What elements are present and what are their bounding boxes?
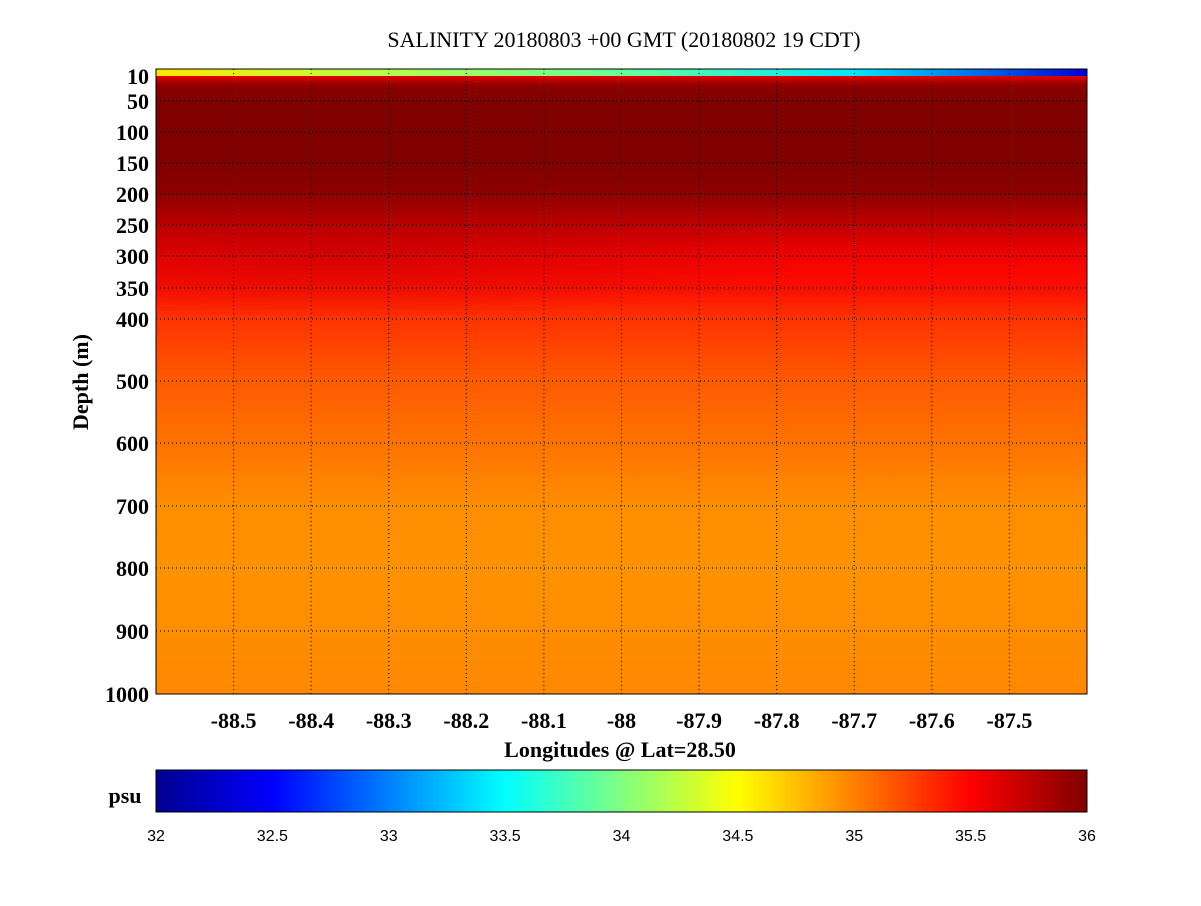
x-tick-label: -87.7	[831, 708, 877, 733]
y-tick-label: 300	[116, 244, 149, 269]
y-tick-label: 150	[116, 151, 149, 176]
surface-layer	[156, 69, 1087, 76]
y-tick-label: 10	[127, 64, 149, 89]
y-tick-label: 400	[116, 307, 149, 332]
y-tick-label: 200	[116, 182, 149, 207]
y-tick-label: 1000	[105, 682, 149, 707]
x-tick-label: -88.4	[288, 708, 334, 733]
chart-title: SALINITY 20180803 +00 GMT (20180802 19 C…	[387, 27, 860, 52]
colorbar-tick-label: 34	[613, 828, 631, 845]
y-tick-label: 700	[116, 494, 149, 519]
y-tick-label: 100	[116, 120, 149, 145]
x-tick-label: -87.9	[676, 708, 722, 733]
colorbar-tick-label: 33	[380, 828, 398, 845]
x-axis-ticks: -88.5 -88.4 -88.3 -88.2 -88.1 -88 -87.9 -87.8 -8…	[211, 708, 1033, 733]
y-tick-label: 800	[116, 556, 149, 581]
x-tick-label: -88.3	[366, 708, 412, 733]
x-tick-label: -88.5	[211, 708, 257, 733]
colorbar-ticks: 32 32.5 33 33.5 34 34.5 35 35.5 36	[147, 828, 1096, 845]
colorbar-unit-label: psu	[108, 783, 141, 808]
y-tick-label: 50	[127, 89, 149, 114]
y-axis-label: Depth (m)	[68, 334, 93, 430]
y-tick-label: 350	[116, 276, 149, 301]
x-tick-label: -87.8	[754, 708, 800, 733]
x-tick-label: -87.6	[909, 708, 955, 733]
x-tick-label: -88.1	[521, 708, 567, 733]
y-tick-label: 250	[116, 213, 149, 238]
y-tick-label: 500	[116, 369, 149, 394]
colorbar-tick-label: 33.5	[490, 828, 521, 845]
grid-lines	[156, 69, 1087, 694]
x-tick-label: -88.2	[443, 708, 489, 733]
colorbar-tick-label: 34.5	[722, 828, 753, 845]
plot-frame	[155, 68, 1088, 695]
x-axis-label: Longitudes @ Lat=28.50	[504, 737, 736, 762]
colorbar: psu 32 32.5 33 33.5 34 34.5 35 35.5 36	[108, 769, 1096, 845]
colorbar-tick-label: 35.5	[955, 828, 986, 845]
colorbar-tick-label: 35	[845, 828, 863, 845]
x-tick-label: -88	[607, 708, 636, 733]
colorbar-tick-label: 36	[1078, 828, 1096, 845]
y-tick-label: 900	[116, 619, 149, 644]
x-tick-label: -87.5	[987, 708, 1033, 733]
salinity-field-variation	[156, 194, 1087, 319]
colorbar-tick-label: 32.5	[257, 828, 288, 845]
colorbar-gradient	[155, 769, 1088, 813]
y-tick-label: 600	[116, 431, 149, 456]
colorbar-tick-label: 32	[147, 828, 165, 845]
